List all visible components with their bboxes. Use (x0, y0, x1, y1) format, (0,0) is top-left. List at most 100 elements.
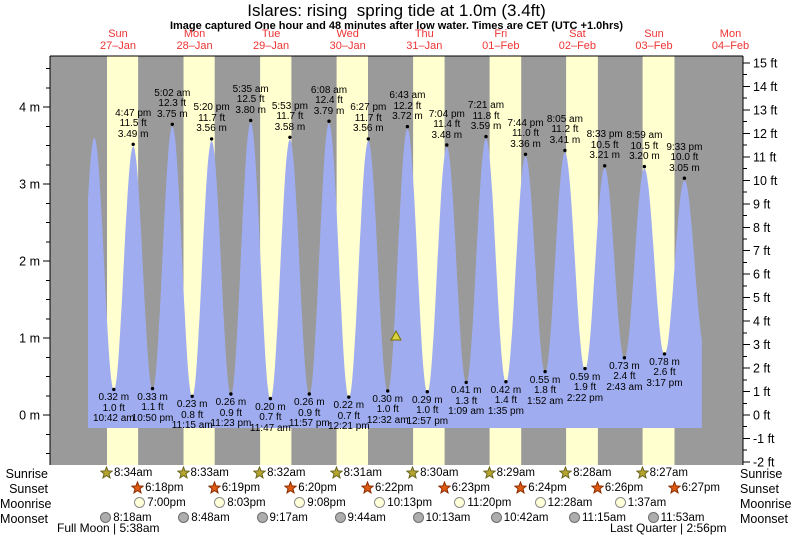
low-tide-annotation: 0.29 m 1.0 ft 12:57 pm (387, 395, 467, 428)
annotation-line: 1:35 pm (487, 405, 524, 417)
tide-event-dot (563, 148, 567, 153)
moonrise-entry: 7:00pm (133, 496, 186, 509)
sunrise-star-icon (176, 466, 190, 479)
day-date: 01–Feb (482, 40, 520, 52)
astro-time: 8:34am (114, 466, 153, 479)
day-label: Tue 29–Jan (233, 28, 309, 52)
low-tide-annotation: 0.23 m 0.8 ft 11:15 am (152, 400, 232, 432)
moonrise-entry: 12:28am (534, 496, 592, 509)
sunrise-entry: 8:31am (329, 466, 382, 479)
annotation-line: 2:22 pm (566, 392, 604, 404)
annotation-line: 0.78 m (649, 356, 680, 368)
astro-time: 11:15am (582, 511, 626, 524)
day-label: Wed 30–Jan (310, 28, 386, 52)
tide-event-dot (327, 119, 331, 123)
annotation-line: 1:52 am (527, 395, 564, 407)
annotation-line: 1.8 ft (533, 385, 557, 397)
sunset-star-icon (284, 481, 298, 494)
astro-time: 8:03pm (227, 496, 266, 509)
astro-time: 8:18am (113, 511, 152, 524)
moonrise-circle-icon (454, 497, 466, 508)
high-tide-annotation: 6:43 am 12.2 ft 3.72 m (367, 91, 447, 123)
annotation-line: 5:53 pm (271, 100, 308, 112)
moonrise-entry: 11:20pm (453, 496, 511, 509)
annotation-line: 8:59 am (626, 130, 663, 142)
moonrise-circle-icon (534, 497, 546, 508)
annotation-line: 3.49 m (117, 128, 149, 140)
astro-time: 11:53am (660, 511, 705, 524)
day-label: Mon 28–Jan (157, 28, 233, 52)
tide-event-dot (386, 389, 390, 393)
annotation-line: 3.58 m (274, 121, 306, 133)
astro-time: 9:17am (269, 511, 308, 524)
annotation-line: 0.26 m (294, 397, 325, 408)
day-name: Wed (336, 28, 359, 40)
annotation-line: 0.42 m (490, 384, 522, 396)
sunset-entry: 6:20pm (284, 481, 337, 494)
low-tide-annotation: 0.42 m 1.4 ft 1:35 pm (466, 384, 546, 418)
high-tide-annotation: 7:21 am 11.8 ft 3.59 m (446, 101, 526, 133)
tide-event-dot (366, 137, 370, 141)
row-label-left-moonset: Moonset (0, 512, 48, 526)
annotation-line: 9:33 pm (666, 141, 703, 153)
row-label-right-sunset: Sunset (740, 482, 779, 496)
astro-time: 1:37am (627, 496, 667, 509)
day-label: Sat 02–Feb (539, 28, 615, 52)
moonrise-entry: 1:37am (614, 496, 666, 509)
tide-event-dot (543, 369, 547, 374)
chart-subtitle: Image captured One hour and 48 minutes a… (169, 20, 624, 32)
annotation-line: 8:05 am (546, 113, 583, 125)
annotation-line: 1.9 ft (573, 382, 597, 394)
low-tide-annotation: 0.22 m 0.7 ft 12:21 pm (309, 401, 389, 433)
astro-time: 8:48am (191, 511, 230, 524)
right-axis-label: 0 ft (753, 409, 771, 423)
tide-event-dot (642, 164, 647, 169)
annotation-line: 11:23 pm (210, 418, 252, 429)
high-tide-annotation: 9:33 pm 10.0 ft 3.05 m (644, 141, 724, 175)
row-label-left-moonrise: Moonrise (0, 497, 52, 511)
astro-time: 8:27am (649, 466, 688, 479)
sunset-star-icon (131, 481, 145, 494)
annotation-line: 0.8 ft (181, 409, 204, 421)
sunrise-entry: 8:34am (100, 466, 152, 479)
annotation-line: 2.6 ft (653, 367, 676, 379)
astro-time: 8:30am (420, 466, 459, 479)
annotation-line: 11.8 ft (472, 110, 500, 122)
high-tide-annotation: 8:33 pm 10.5 ft 3.21 m (565, 130, 645, 162)
day-label: Sun 03–Feb (616, 28, 692, 52)
day-date: 03–Feb (635, 40, 673, 52)
right-axis-label: 1 ft (753, 385, 771, 399)
moonrise-entry: 8:03pm (213, 496, 266, 509)
astro-time: 11:20pm (467, 496, 512, 509)
tide-event-dot (288, 135, 292, 139)
high-tide-annotation: 5:53 pm 11.7 ft 3.58 m (250, 100, 330, 134)
low-tide-annotation: 0.59 m 1.9 ft 2:22 pm (545, 372, 625, 405)
annotation-line: 0.30 m (372, 393, 403, 405)
tide-event-dot (464, 380, 468, 385)
right-axis-label: 11 ft (753, 150, 777, 164)
annotation-line: 10.5 ft (590, 139, 619, 151)
sunset-star-icon (207, 481, 221, 494)
annotation-line: 1:09 am (448, 406, 485, 418)
moonrise-circle-icon (614, 497, 626, 508)
sunrise-star-icon (329, 466, 343, 479)
high-tide-annotation: 4:47 pm 11.5 ft 3.49 m (93, 108, 173, 141)
moonset-entry: 9:44am (334, 511, 386, 524)
astro-time: 8:29am (496, 466, 535, 479)
annotation-line: 2:43 am (606, 381, 643, 393)
annotation-line: 5:35 am (232, 83, 269, 95)
annotation-line: 12:57 pm (406, 415, 449, 427)
tide-event-dot (622, 356, 627, 360)
tide-event-dot (268, 396, 273, 401)
sunrise-entry: 8:30am (406, 466, 458, 479)
astro-time: 6:20pm (298, 481, 337, 494)
low-tide-annotation: 0.73 m 2.4 ft 2:43 am (584, 361, 664, 394)
astro-time: 6:22pm (375, 481, 414, 494)
astro-time: 8:28am (573, 466, 612, 479)
annotation-line: 3.41 m (549, 134, 581, 146)
day-name: Sun (108, 28, 128, 40)
annotation-line: 3:17 pm (646, 377, 683, 389)
high-tide-annotation: 5:35 am 12.5 ft 3.80 m (211, 83, 291, 117)
moonrise-entry: 9:08pm (293, 496, 346, 509)
